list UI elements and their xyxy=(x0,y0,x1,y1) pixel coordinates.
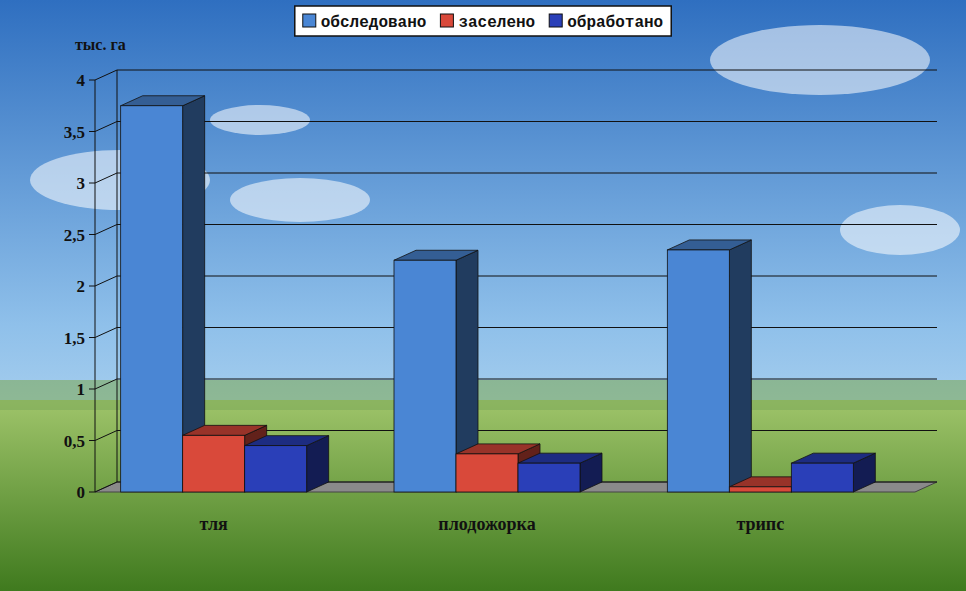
category-label: тля xyxy=(200,514,228,534)
grid-line xyxy=(117,327,937,328)
bar-front xyxy=(518,463,580,492)
y-axis-title: тыс. га xyxy=(75,36,126,53)
grid-line-side xyxy=(95,276,117,286)
grid-line-side xyxy=(95,70,117,80)
tick-label: 0 xyxy=(77,483,86,502)
bar-front xyxy=(245,446,307,492)
tick-label: 0,5 xyxy=(64,432,85,451)
bar-front xyxy=(394,260,456,492)
tick-label: 4 xyxy=(77,71,86,90)
bar-top xyxy=(456,444,540,454)
bar xyxy=(245,436,329,492)
grid-line xyxy=(117,379,937,380)
tick xyxy=(89,183,95,184)
grid-line xyxy=(117,276,937,277)
legend-label: обработано xyxy=(567,14,663,32)
tick-label: 1 xyxy=(77,380,86,399)
tick-label: 2 xyxy=(77,277,86,296)
grid-line xyxy=(117,173,937,174)
bar-front xyxy=(667,250,729,492)
grid-line xyxy=(117,70,937,71)
legend-label: обследовано xyxy=(321,14,427,32)
bar-top xyxy=(245,436,329,446)
tick xyxy=(89,337,95,338)
grid-line-side xyxy=(95,379,117,389)
bar-front xyxy=(729,487,791,492)
tick-label: 2,5 xyxy=(64,226,85,245)
background-sky xyxy=(0,0,966,591)
bar-top xyxy=(394,250,478,260)
legend: обследовано заселено обработано xyxy=(295,6,671,36)
bar-top xyxy=(183,425,267,435)
tick xyxy=(89,440,95,441)
grid-line-side xyxy=(95,173,117,183)
tick-label: 1,5 xyxy=(64,329,85,348)
cloud xyxy=(840,205,960,255)
legend-label: заселено xyxy=(458,14,535,32)
category-label: плодожорка xyxy=(438,514,535,534)
bar-top xyxy=(791,453,875,463)
grid-line-side xyxy=(95,122,117,132)
bar-front xyxy=(456,454,518,492)
cloud xyxy=(210,105,310,135)
tick-label: 3,5 xyxy=(64,123,85,142)
tick xyxy=(89,389,95,390)
cloud xyxy=(710,25,930,95)
grid-line xyxy=(117,224,937,225)
bar-side xyxy=(729,240,751,492)
back-wall-edge xyxy=(117,70,118,482)
y-axis xyxy=(95,80,96,492)
bar xyxy=(518,453,602,492)
bar-front xyxy=(791,463,853,492)
cloud xyxy=(230,178,370,222)
bar-front xyxy=(121,106,183,492)
grid-line-side xyxy=(95,225,117,235)
chart: 0 0,5 1 1,5 2 2,5 3 3,5 4 тыс. га тля плодожорка три… xyxy=(0,0,966,591)
category-label: трипс xyxy=(736,514,784,534)
bar-front xyxy=(183,435,245,492)
legend-swatch xyxy=(549,14,562,27)
bar-top xyxy=(667,240,751,250)
bar xyxy=(667,240,751,492)
legend-swatch xyxy=(303,14,316,27)
grid-line-side xyxy=(95,431,117,441)
grid-line-side xyxy=(95,328,117,338)
bar-top xyxy=(121,96,205,106)
tick xyxy=(89,80,95,81)
grid-line-side xyxy=(95,482,117,492)
bar-top xyxy=(518,453,602,463)
legend-box xyxy=(295,6,671,36)
tick xyxy=(89,286,95,287)
legend-swatch xyxy=(440,14,453,27)
tick xyxy=(89,131,95,132)
bars xyxy=(121,96,876,492)
tick xyxy=(89,492,95,493)
grid-line xyxy=(117,121,937,122)
tick xyxy=(89,234,95,235)
bar xyxy=(791,453,875,492)
tick-label: 3 xyxy=(77,174,86,193)
